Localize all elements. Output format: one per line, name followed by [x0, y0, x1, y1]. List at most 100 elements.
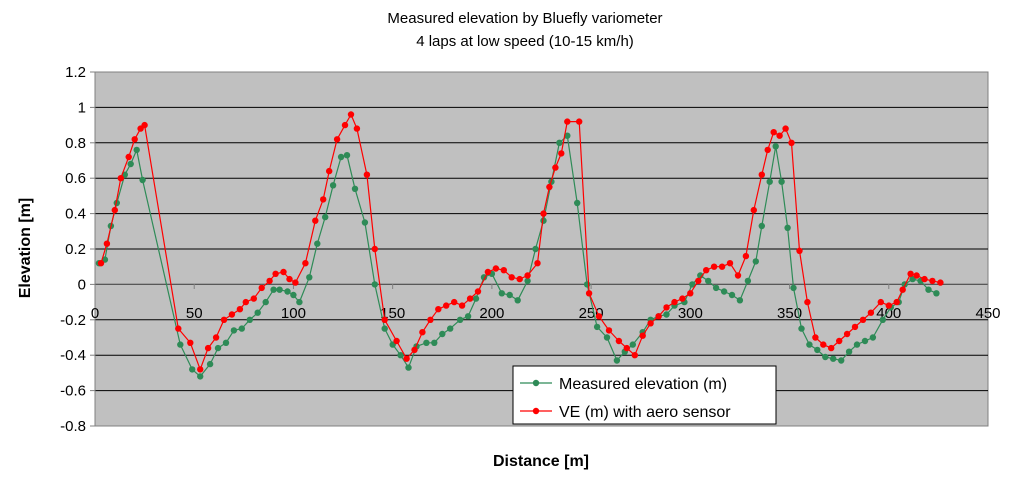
data-point: [534, 260, 541, 267]
data-point: [679, 295, 686, 302]
data-point: [758, 171, 765, 178]
data-point: [703, 267, 710, 274]
data-point: [117, 175, 125, 182]
data-point: [574, 199, 581, 207]
data-point: [341, 121, 349, 129]
data-point: [246, 316, 253, 323]
data-point: [752, 258, 759, 265]
data-point: [558, 150, 565, 157]
data-point: [595, 313, 603, 320]
data-point: [838, 357, 845, 364]
data-point: [314, 240, 321, 247]
data-point: [411, 346, 418, 354]
data-point: [697, 272, 704, 279]
data-point: [772, 143, 779, 150]
data-point: [728, 291, 736, 299]
legend-box: [512, 365, 777, 425]
data-point: [845, 348, 853, 355]
data-point: [214, 344, 222, 352]
data-point: [326, 167, 333, 175]
chart-subtitle: 4 laps at low speed (10-15 km/h): [416, 33, 634, 50]
data-point: [929, 277, 936, 285]
data-point: [197, 366, 204, 373]
data-point: [853, 341, 861, 348]
series-1: [97, 111, 944, 373]
data-point: [333, 136, 341, 143]
data-point: [814, 346, 821, 354]
data-point: [843, 330, 851, 338]
data-point: [435, 306, 442, 313]
data-point: [744, 277, 752, 285]
data-point: [272, 270, 279, 277]
y-tick-label: 0.2: [65, 241, 86, 258]
data-point: [222, 339, 230, 346]
data-point: [899, 286, 906, 293]
y-tick-labels: -0.8 -0.6 -0.4 -0.2 0 0.2 0.4 0.6 0.8 1 1.2: [60, 64, 86, 435]
data-point: [861, 337, 869, 345]
data-point: [639, 332, 646, 339]
y-tick-label: 1: [78, 99, 86, 116]
x-axis-label: Distance [m]: [493, 453, 589, 470]
data-point: [351, 185, 359, 192]
y-tick-label: 1.2: [65, 64, 86, 81]
data-point: [492, 265, 500, 272]
data-point: [782, 125, 789, 132]
data-point: [320, 196, 327, 203]
data-point: [615, 337, 623, 345]
data-point: [564, 132, 571, 139]
data-point: [286, 275, 293, 283]
data-point: [228, 311, 236, 318]
data-point: [766, 178, 773, 185]
data-point: [302, 260, 309, 267]
y-tick-label: -0.2: [60, 312, 86, 329]
data-point: [788, 139, 795, 146]
data-point: [647, 320, 654, 327]
data-point: [236, 306, 244, 313]
data-point: [292, 279, 299, 286]
legend-label-measured: Measured elevation (m): [559, 376, 727, 393]
y-tick-label: -0.8: [60, 418, 86, 435]
data-point: [885, 302, 892, 309]
data-point: [851, 323, 859, 331]
data-point: [830, 355, 837, 362]
y-axis-label: Elevation [m]: [17, 198, 34, 298]
data-point: [204, 344, 212, 352]
data-point: [613, 357, 621, 364]
data-point: [405, 364, 412, 371]
x-tick-label: 300: [678, 305, 703, 322]
data-point: [695, 277, 702, 285]
data-point: [371, 245, 378, 253]
data-point: [220, 316, 228, 323]
data-point: [371, 281, 378, 288]
data-point: [764, 146, 771, 154]
series-group: [95, 111, 944, 380]
legend-marker-measured: [532, 379, 540, 387]
data-point: [770, 129, 777, 136]
data-point: [712, 284, 720, 292]
data-point: [514, 297, 521, 304]
axes: [90, 71, 989, 427]
legend-label-aero: VE (m) with aero sensor: [559, 404, 731, 421]
data-point: [806, 341, 813, 348]
data-point: [790, 284, 797, 292]
data-point: [113, 199, 121, 207]
legend: Measured elevation (m) VE (m) with aero …: [512, 365, 777, 425]
data-point: [306, 274, 313, 281]
y-tick-label: -0.4: [60, 347, 86, 364]
data-point: [347, 111, 355, 118]
x-tick-label: 350: [777, 305, 802, 322]
data-point: [258, 284, 265, 292]
data-point: [603, 334, 611, 341]
data-point: [907, 270, 914, 277]
data-point: [750, 206, 757, 214]
data-point: [546, 183, 553, 191]
data-point: [726, 260, 734, 267]
data-point: [820, 341, 827, 348]
data-point: [393, 337, 400, 345]
data-point: [576, 118, 583, 125]
data-point: [443, 302, 450, 309]
data-point: [498, 290, 505, 297]
data-point: [363, 171, 371, 178]
data-point: [175, 325, 182, 332]
y-tick-label: 0.8: [65, 135, 86, 152]
